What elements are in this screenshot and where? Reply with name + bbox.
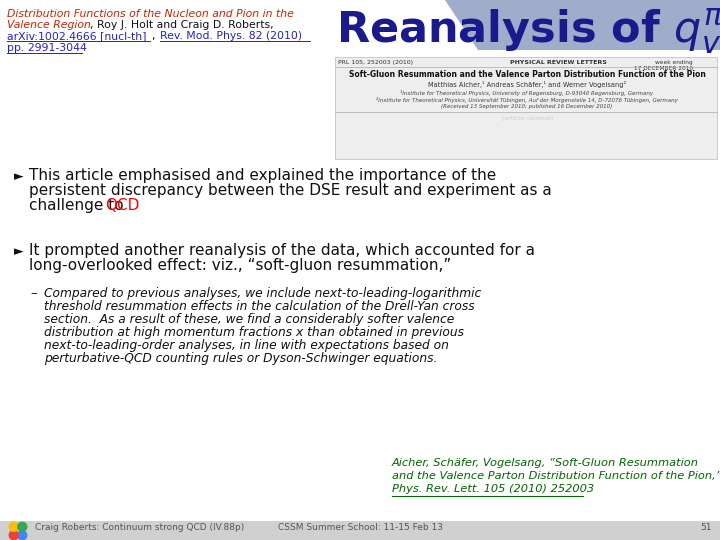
Text: –: – [30, 287, 37, 300]
Text: ,: , [152, 31, 159, 41]
Text: (Received 13 September 2010; published 16 December 2010): (Received 13 September 2010; published 1… [441, 104, 613, 109]
Text: pp. 2991-3044: pp. 2991-3044 [7, 43, 87, 53]
Text: week ending
17 DECEMBER 2010: week ending 17 DECEMBER 2010 [634, 60, 693, 71]
Text: Phys. Rev. Lett. 105 (2010) 252003: Phys. Rev. Lett. 105 (2010) 252003 [392, 484, 594, 494]
Text: long-overlooked effect: viz., “soft-gluon resummation,”: long-overlooked effect: viz., “soft-gluo… [29, 258, 451, 273]
Text: Soft-Gluon Resummation and the Valence Parton Distribution Function of the Pion: Soft-Gluon Resummation and the Valence P… [348, 70, 706, 79]
Text: Distribution Functions of the Nucleon and Pion in the: Distribution Functions of the Nucleon an… [7, 9, 294, 19]
Text: ¹Institute for Theoretical Physics, University of Regensburg, D-93040 Regensburg: ¹Institute for Theoretical Physics, Univ… [400, 90, 654, 96]
Circle shape [18, 522, 27, 531]
Text: This article emphasised and explained the importance of the: This article emphasised and explained th… [29, 168, 496, 183]
Text: ►: ► [14, 245, 24, 258]
Text: ►: ► [14, 170, 24, 183]
Text: perturbative-QCD counting rules or Dyson-Schwinger equations.: perturbative-QCD counting rules or Dyson… [44, 352, 437, 365]
Text: Valence Region: Valence Region [7, 20, 91, 30]
Text: It prompted another reanalysis of the data, which accounted for a: It prompted another reanalysis of the da… [29, 243, 535, 258]
Text: QCD: QCD [105, 198, 140, 213]
Text: Rev. Mod. Phys. 82 (2010): Rev. Mod. Phys. 82 (2010) [160, 31, 302, 41]
Bar [335, 57, 717, 159]
Text: threshold resummation effects in the calculation of the Drell-Yan cross: threshold resummation effects in the cal… [44, 300, 474, 313]
Text: Craig Roberts: Continuum strong QCD (IV.88p): Craig Roberts: Continuum strong QCD (IV.… [35, 523, 244, 532]
Text: persistent discrepancy between the DSE result and experiment as a: persistent discrepancy between the DSE r… [29, 183, 552, 198]
Text: section.  As a result of these, we find a considerably softer valence: section. As a result of these, we find a… [44, 313, 454, 326]
Text: and the Valence Parton Distribution Function of the Pion,”: and the Valence Parton Distribution Func… [392, 471, 720, 481]
Text: Reanalysis of $q_v^{\pi}(x)$: Reanalysis of $q_v^{\pi}(x)$ [336, 7, 720, 56]
Text: , Roy J. Holt and Craig D. Roberts,: , Roy J. Holt and Craig D. Roberts, [90, 20, 274, 30]
Circle shape [9, 531, 18, 540]
Text: 51: 51 [701, 523, 712, 532]
Text: PHYSICAL REVIEW LETTERS: PHYSICAL REVIEW LETTERS [510, 60, 607, 65]
Text: Aicher, Schäfer, Vogelsang, “Soft-Gluon Resummation: Aicher, Schäfer, Vogelsang, “Soft-Gluon … [392, 458, 699, 468]
Circle shape [18, 531, 27, 540]
Text: distribution at high momentum fractions x than obtained in previous: distribution at high momentum fractions … [44, 326, 464, 339]
Text: arXiv:1002.4666 [nucl-th]: arXiv:1002.4666 [nucl-th] [7, 31, 146, 41]
Text: next-to-leading-order analyses, in line with expectations based on: next-to-leading-order analyses, in line … [44, 339, 449, 352]
Polygon shape [445, 0, 720, 50]
Text: [article content]: [article content] [502, 115, 552, 120]
Bar [0, 521, 720, 540]
Text: Compared to previous analyses, we include next-to-leading-logarithmic: Compared to previous analyses, we includ… [44, 287, 481, 300]
Text: ²Institute for Theoretical Physics, Universität Tübingen, Auf der Morgenstelle 1: ²Institute for Theoretical Physics, Univ… [376, 97, 678, 103]
Text: PRL 105, 252003 (2010): PRL 105, 252003 (2010) [338, 60, 413, 65]
Text: challenge to: challenge to [29, 198, 128, 213]
Circle shape [9, 522, 18, 531]
Text: CSSM Summer School: 11-15 Feb 13: CSSM Summer School: 11-15 Feb 13 [277, 523, 443, 532]
Text: Matthias Aicher,¹ Andreas Schäfer,¹ and Werner Vogelsang²: Matthias Aicher,¹ Andreas Schäfer,¹ and … [428, 81, 626, 88]
